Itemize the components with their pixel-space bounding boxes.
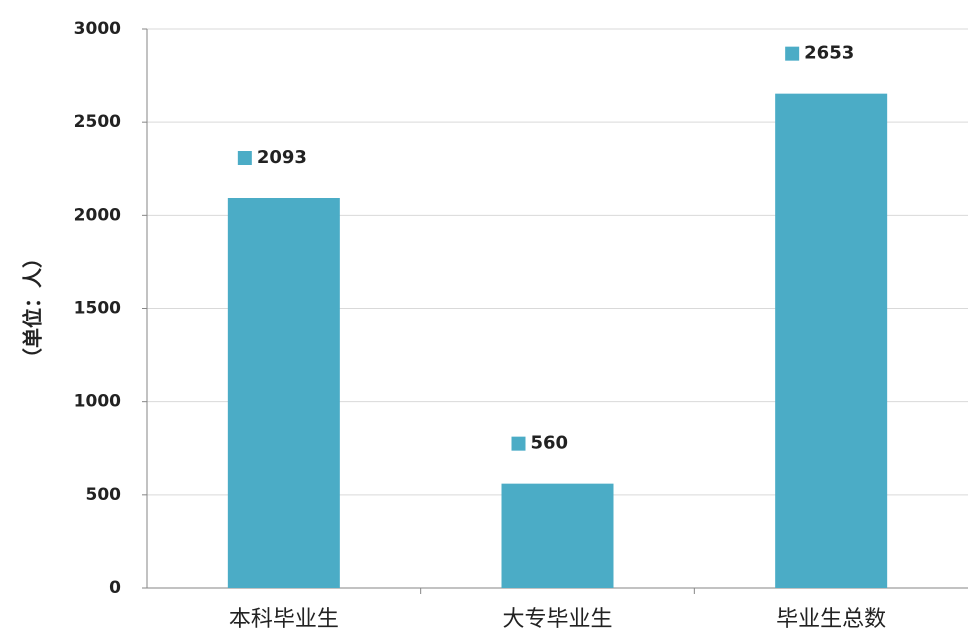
y-tick-labels: 0 500 1000 1500 2000 2500 3000 xyxy=(74,19,147,598)
y-tick-label: 1000 xyxy=(74,392,121,412)
data-labels: 2093 560 2653 xyxy=(237,43,854,454)
data-label-marker xyxy=(511,436,526,451)
category-label: 大专毕业生 xyxy=(502,607,612,632)
category-label: 本科毕业生 xyxy=(229,607,339,632)
y-tick-label: 500 xyxy=(86,485,122,505)
data-label-marker xyxy=(785,46,800,61)
data-label-text: 560 xyxy=(531,433,569,454)
y-tick-label: 3000 xyxy=(74,19,121,39)
category-labels: 本科毕业生 大专毕业生 毕业生总数 xyxy=(229,588,886,632)
data-label: 2093 xyxy=(237,147,307,168)
category-label: 毕业生总数 xyxy=(776,607,886,632)
data-label: 2653 xyxy=(785,43,854,64)
data-label-marker xyxy=(237,151,252,166)
data-label-text: 2653 xyxy=(804,43,854,64)
y-axis-title: （单位：人） xyxy=(21,248,45,368)
bars xyxy=(227,93,888,589)
y-tick-label: 1500 xyxy=(74,299,121,319)
y-tick-label: 0 xyxy=(109,578,121,598)
bar xyxy=(501,483,614,588)
data-label: 560 xyxy=(511,433,569,454)
bar xyxy=(775,93,888,589)
data-label-text: 2093 xyxy=(257,147,307,168)
bar xyxy=(227,198,340,588)
y-tick-label: 2500 xyxy=(74,112,121,132)
y-tick-label: 2000 xyxy=(74,205,121,225)
